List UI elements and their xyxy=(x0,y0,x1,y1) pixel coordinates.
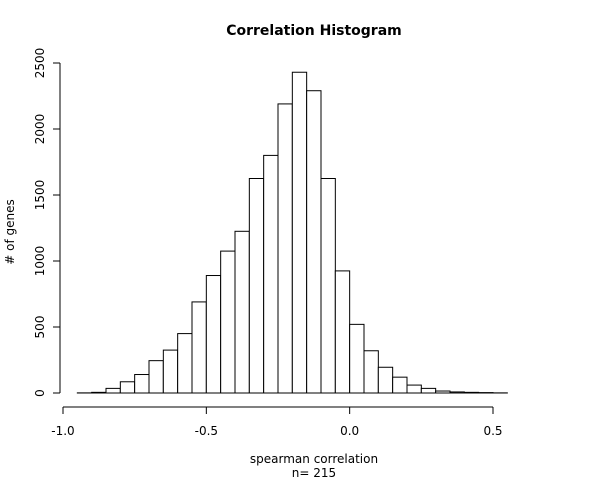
histogram-bars xyxy=(76,71,508,394)
histogram-bar xyxy=(349,323,365,394)
histogram-bar xyxy=(119,381,136,394)
y-tick-label: 1500 xyxy=(33,180,47,211)
x-axis-label: spearman correlation xyxy=(250,452,378,466)
x-tick-label: 0.5 xyxy=(483,424,502,438)
histogram-bar xyxy=(191,301,207,394)
histogram-bar xyxy=(105,387,121,394)
histogram-bar xyxy=(234,230,250,394)
y-tick-label: 1000 xyxy=(33,246,47,277)
y-tick-label: 500 xyxy=(33,316,47,339)
histogram-bar xyxy=(406,384,422,394)
y-axis: 0 500 1000 1500 2000 2500 xyxy=(33,48,61,397)
histogram-bar xyxy=(377,366,394,394)
histogram-bar xyxy=(392,376,408,394)
histogram-bar xyxy=(320,178,336,394)
histogram-bar xyxy=(449,391,465,394)
histogram-bar xyxy=(263,154,279,394)
histogram-bar xyxy=(148,360,164,394)
sample-size-label: n= 215 xyxy=(292,466,336,480)
histogram-bar xyxy=(420,387,437,394)
histogram-bar xyxy=(177,333,193,394)
y-tick-label: 2000 xyxy=(33,114,47,145)
y-axis-label: # of genes xyxy=(3,199,17,265)
histogram-bar xyxy=(248,178,265,394)
histogram-bar xyxy=(334,270,351,394)
chart-title: Correlation Histogram xyxy=(226,23,402,39)
histogram-bar xyxy=(162,349,179,394)
x-tick-label: -0.5 xyxy=(195,424,218,438)
histogram-bar xyxy=(291,71,308,394)
x-tick-label: -1.0 xyxy=(51,424,74,438)
histogram-bar xyxy=(363,350,379,394)
x-tick-label: 0.0 xyxy=(340,424,359,438)
y-tick-label: 0 xyxy=(33,389,47,397)
histogram-bar xyxy=(463,391,480,394)
histogram-bar xyxy=(134,374,150,394)
histogram-bar xyxy=(91,391,107,394)
histogram-bar xyxy=(277,103,293,394)
histogram-bar xyxy=(306,90,322,394)
histogram-bar xyxy=(435,390,451,394)
x-axis: -1.0 -0.5 0.0 0.5 xyxy=(51,406,503,438)
histogram-bar xyxy=(205,275,222,394)
histogram-bar xyxy=(220,250,236,394)
y-tick-label: 2500 xyxy=(33,48,47,79)
